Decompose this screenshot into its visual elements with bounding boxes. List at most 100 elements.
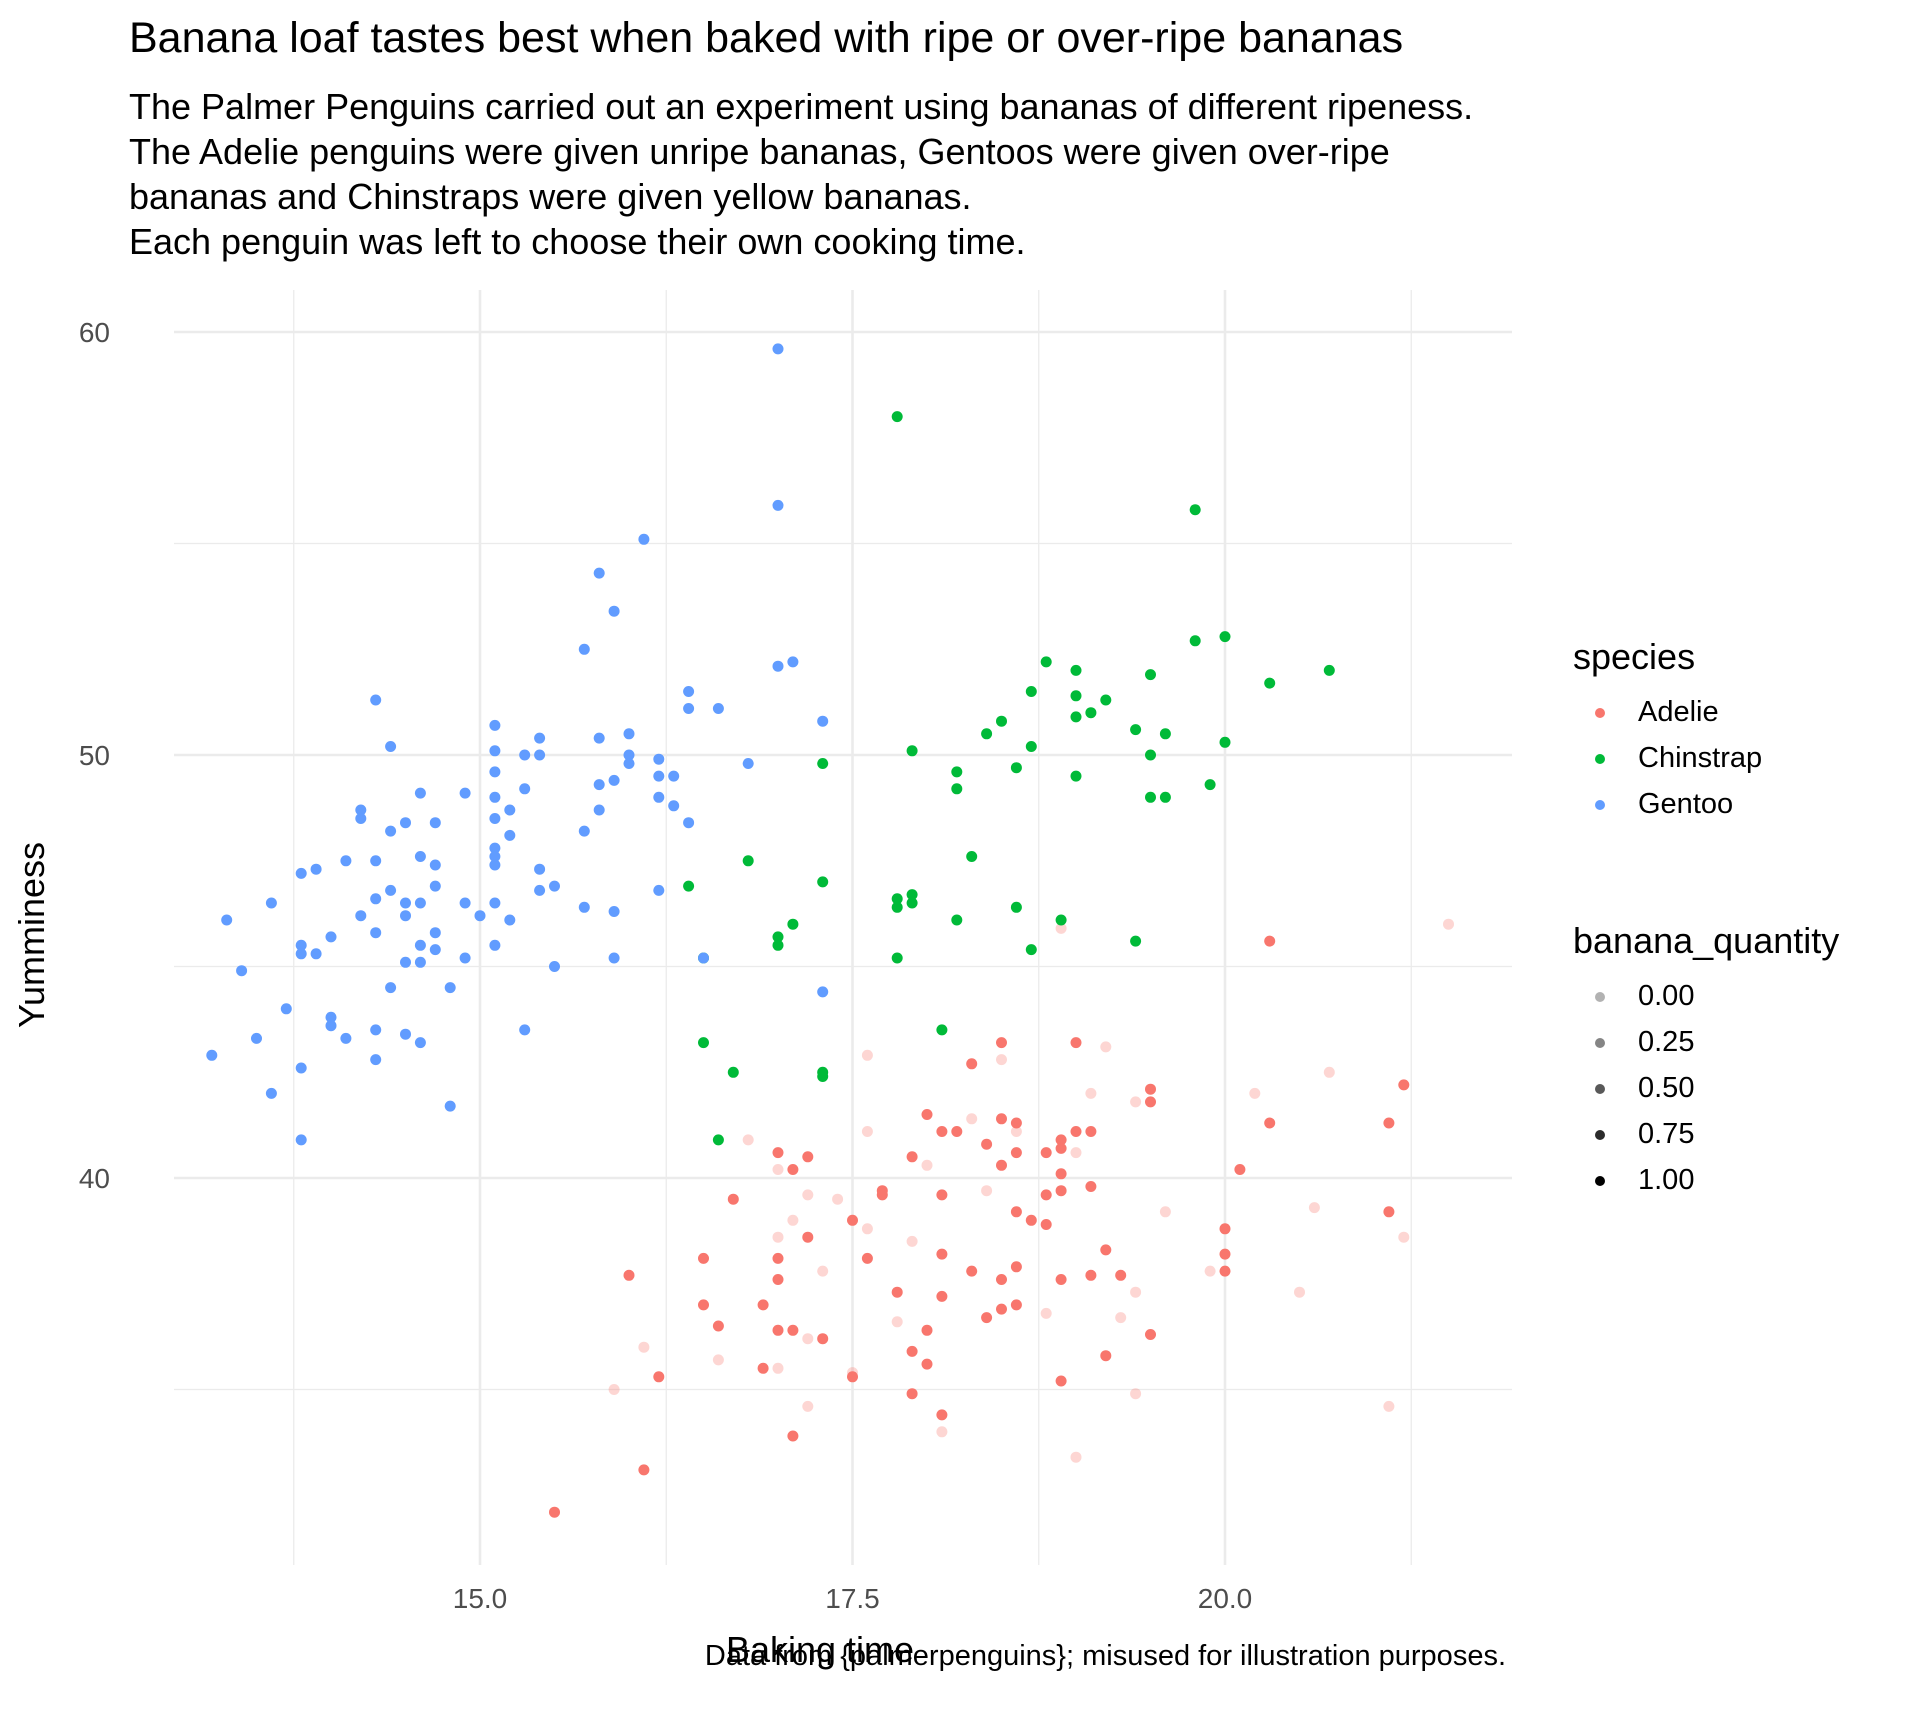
point-adelie — [936, 1189, 948, 1201]
point-gentoo — [429, 880, 441, 892]
point-chinstrap — [1145, 791, 1156, 803]
point-adelie — [951, 1126, 963, 1137]
quantity-key — [1595, 1176, 1605, 1186]
point-adelie — [742, 1134, 754, 1146]
point-gentoo — [385, 825, 397, 837]
point-gentoo — [593, 732, 605, 744]
point-adelie — [698, 1299, 709, 1311]
point-gentoo — [370, 893, 382, 905]
point-adelie — [847, 1371, 858, 1383]
point-adelie — [861, 1223, 873, 1235]
point-gentoo — [265, 897, 277, 909]
point-adelie — [1115, 1312, 1127, 1324]
point-gentoo — [772, 499, 784, 511]
point-adelie — [1383, 1206, 1395, 1218]
x-tick-label: 15.0 — [453, 1583, 508, 1614]
point-gentoo — [370, 855, 382, 867]
point-adelie — [1040, 1147, 1052, 1159]
point-gentoo — [489, 745, 501, 757]
point-gentoo — [653, 884, 665, 896]
point-adelie — [861, 1049, 873, 1061]
point-gentoo — [325, 1011, 337, 1023]
point-gentoo — [504, 829, 516, 841]
point-adelie — [1398, 1231, 1410, 1243]
point-adelie — [698, 1252, 709, 1264]
point-gentoo — [400, 910, 411, 922]
point-chinstrap — [891, 952, 903, 964]
point-adelie — [608, 1384, 620, 1395]
point-chinstrap — [906, 745, 918, 757]
point-gentoo — [772, 343, 784, 355]
point-gentoo — [593, 567, 605, 579]
point-chinstrap — [1219, 736, 1231, 748]
point-adelie — [802, 1333, 814, 1345]
point-gentoo — [459, 787, 471, 799]
point-adelie — [1294, 1286, 1305, 1298]
point-gentoo — [578, 825, 590, 837]
point-chinstrap — [936, 1024, 948, 1036]
point-adelie — [1100, 1041, 1112, 1053]
point-adelie — [996, 1037, 1007, 1049]
point-adelie — [1100, 1244, 1112, 1256]
point-adelie — [817, 1333, 829, 1345]
point-adelie — [1130, 1388, 1142, 1400]
legend-item-quantity-1: 0.25 — [1573, 1022, 1839, 1068]
point-adelie — [1130, 1096, 1142, 1108]
point-adelie — [1234, 1164, 1246, 1175]
point-adelie — [1010, 1117, 1022, 1129]
point-gentoo — [623, 749, 635, 761]
point-chinstrap — [1159, 791, 1171, 803]
point-chinstrap — [772, 939, 784, 951]
point-chinstrap — [817, 1071, 829, 1082]
point-gentoo — [772, 660, 784, 672]
point-adelie — [966, 1058, 978, 1070]
point-adelie — [936, 1290, 948, 1302]
point-adelie — [1070, 1037, 1082, 1049]
legend-item-quantity-0: 0.00 — [1573, 976, 1839, 1022]
point-chinstrap — [683, 880, 695, 892]
point-chinstrap — [1145, 669, 1156, 681]
point-adelie — [847, 1214, 858, 1226]
point-adelie — [1040, 1307, 1052, 1319]
point-adelie — [996, 1113, 1007, 1125]
point-chinstrap — [787, 918, 799, 930]
legend-label: Chinstrap — [1638, 742, 1763, 774]
point-adelie — [772, 1252, 784, 1264]
point-adelie — [1055, 1375, 1067, 1387]
point-chinstrap — [1025, 741, 1037, 752]
point-gentoo — [653, 770, 665, 782]
chart-title: Banana loaf tastes best when baked with … — [129, 14, 1404, 62]
adelie-key — [1595, 708, 1605, 718]
point-gentoo — [504, 804, 516, 816]
point-adelie — [1070, 1147, 1082, 1159]
chinstrap-key — [1595, 754, 1605, 764]
point-adelie — [787, 1324, 799, 1336]
point-chinstrap — [1189, 635, 1201, 647]
point-chinstrap — [951, 783, 963, 795]
quantity-legend-title: banana_quantity — [1573, 920, 1840, 961]
point-adelie — [981, 1185, 993, 1197]
point-chinstrap — [1055, 914, 1067, 926]
point-adelie — [623, 1269, 635, 1281]
point-gentoo — [489, 897, 501, 909]
point-adelie — [653, 1371, 665, 1383]
point-chinstrap — [1025, 944, 1037, 956]
point-gentoo — [280, 1003, 292, 1015]
point-gentoo — [817, 715, 829, 727]
point-adelie — [1249, 1087, 1261, 1099]
point-adelie — [1010, 1261, 1022, 1273]
legend-label: 1.00 — [1638, 1164, 1695, 1196]
point-adelie — [996, 1274, 1007, 1285]
point-gentoo — [489, 766, 501, 778]
point-gentoo — [385, 741, 397, 752]
point-gentoo — [608, 906, 620, 917]
point-gentoo — [400, 897, 411, 909]
point-chinstrap — [1070, 664, 1082, 676]
subtitle-line: The Adelie penguins were given unripe ba… — [129, 131, 1390, 172]
point-gentoo — [534, 863, 546, 875]
point-chinstrap — [712, 1134, 724, 1146]
point-chinstrap — [817, 758, 829, 769]
point-gentoo — [489, 851, 501, 862]
point-chinstrap — [891, 411, 903, 423]
